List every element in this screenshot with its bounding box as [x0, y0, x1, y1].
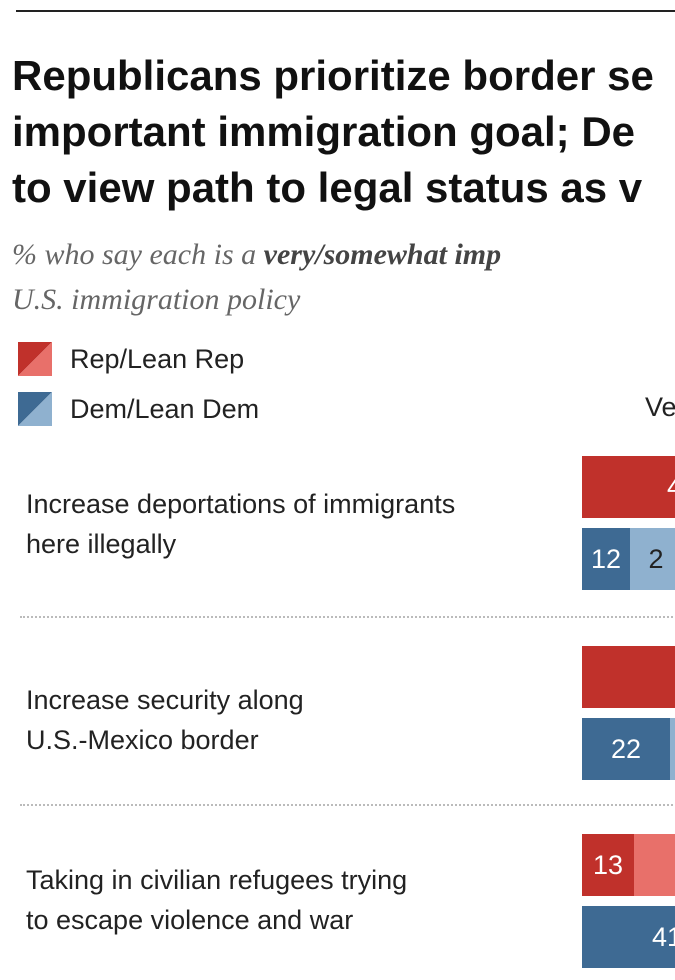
title-line-1: Republicans prioritize border se — [12, 52, 654, 99]
bar-dem-very-refugees: 41 — [582, 906, 675, 968]
bar-rep-very-border-security — [582, 646, 675, 708]
bar-label-dem-very-refugees: 41 — [651, 921, 675, 952]
bar-rep-very-refugees: 13 — [582, 834, 634, 896]
row-label-line: Increase security along — [26, 685, 304, 715]
row-label-line: to escape violence and war — [26, 905, 354, 935]
subtitle-emphasis: very/somewhat imp — [263, 238, 502, 271]
bar-label-dem-very-border-security: 22 — [610, 733, 642, 764]
row-label-refugees: Taking in civilian refugees trying to es… — [26, 860, 566, 940]
bar-label-rep-very-refugees: 13 — [592, 849, 624, 880]
chart-title: Republicans prioritize border se importa… — [12, 48, 675, 216]
bar-dem-somewhat-deportations: 2 — [630, 528, 675, 590]
chart-subtitle: % who say each is a very/somewhat imp U.… — [12, 232, 675, 322]
legend-label-rep: Rep/Lean Rep — [70, 343, 245, 374]
title-line-3: to view path to legal status as v — [12, 164, 643, 211]
top-rule — [16, 10, 675, 12]
column-header-very: Ve — [645, 392, 675, 422]
subtitle-line-2: U.S. immigration policy — [12, 283, 301, 316]
bar-label-rep-very-deportations: 4 — [666, 471, 675, 502]
title-line-2: important immigration goal; De — [12, 108, 636, 155]
bar-label-dem-somewhat-deportations: 2 — [648, 543, 664, 574]
row-label-line: U.S.-Mexico border — [26, 725, 259, 755]
row-divider — [20, 804, 675, 806]
subtitle-line-1: % who say each is a very/somewhat imp — [12, 232, 675, 277]
legend-item-dem: Dem/Lean Dem — [18, 392, 259, 426]
legend-swatch-rep-light — [18, 342, 52, 376]
bar-dem-very-border-security: 22 — [582, 718, 670, 780]
subtitle-prefix: % who say each is a — [12, 238, 264, 271]
row-label-line: Increase deportations of immigrants — [26, 489, 456, 519]
legend-swatch-rep — [18, 342, 52, 376]
bar-rep-very-deportations: 4 — [582, 456, 675, 518]
row-label-line: Taking in civilian refugees trying — [26, 865, 408, 895]
legend-swatch-dem-light — [18, 392, 52, 426]
bar-rep-somewhat-refugees — [634, 834, 675, 896]
bar-dem-somewhat-border-security — [670, 718, 675, 780]
row-label-border-security: Increase security along U.S.-Mexico bord… — [26, 680, 566, 760]
row-divider — [20, 616, 675, 618]
legend-item-rep: Rep/Lean Rep — [18, 342, 244, 376]
legend-swatch-dem — [18, 392, 52, 426]
legend-label-dem: Dem/Lean Dem — [70, 393, 260, 424]
bar-label-dem-very-deportations: 12 — [590, 543, 622, 574]
row-label-deportations: Increase deportations of immigrants here… — [26, 484, 566, 564]
row-label-line: here illegally — [26, 529, 177, 559]
bar-dem-very-deportations: 12 — [582, 528, 630, 590]
